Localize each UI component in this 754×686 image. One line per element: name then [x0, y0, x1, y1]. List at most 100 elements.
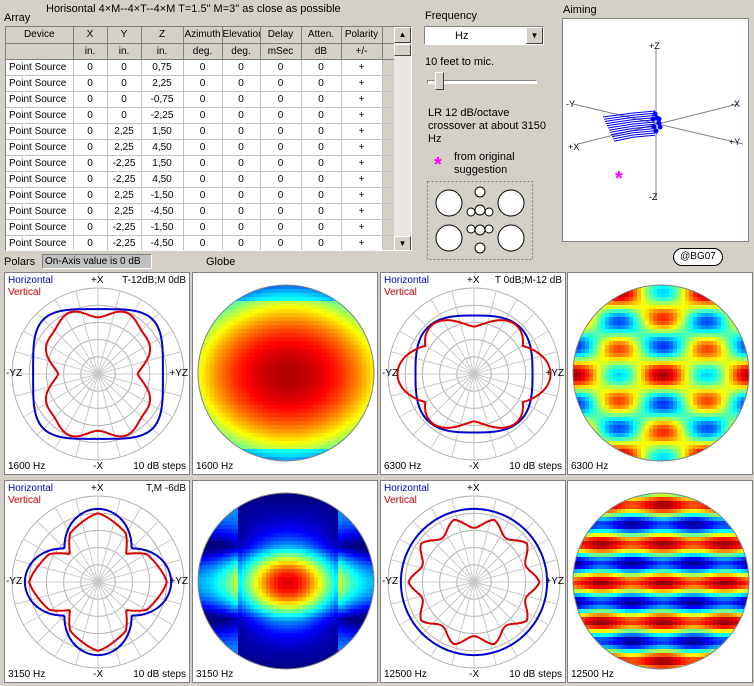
- table-cell[interactable]: Point Source: [6, 203, 74, 220]
- column-header-1[interactable]: X: [73, 27, 108, 44]
- table-cell[interactable]: 2,25: [107, 123, 142, 140]
- table-cell[interactable]: 0: [73, 59, 108, 76]
- table-cell[interactable]: 0: [260, 123, 302, 140]
- table-cell[interactable]: 0: [107, 75, 142, 92]
- table-cell[interactable]: Point Source: [6, 187, 74, 204]
- table-cell[interactable]: 0: [222, 91, 261, 108]
- table-cell[interactable]: 0: [73, 107, 108, 124]
- table-cell[interactable]: 0: [222, 203, 261, 220]
- table-cell[interactable]: 0: [260, 203, 302, 220]
- table-cell[interactable]: 2,25: [141, 75, 184, 92]
- table-cell[interactable]: 0: [260, 91, 302, 108]
- table-cell[interactable]: -2,25: [107, 219, 142, 236]
- table-cell[interactable]: 0: [301, 203, 342, 220]
- table-cell[interactable]: -1,50: [141, 219, 184, 236]
- table-cell[interactable]: 0: [222, 155, 261, 172]
- table-cell[interactable]: 0: [183, 107, 223, 124]
- table-cell[interactable]: 0: [183, 59, 223, 76]
- table-row[interactable]: Point Source 0 0 -2,25 0 0 0 0 +: [6, 107, 397, 124]
- table-cell[interactable]: 0: [301, 91, 342, 108]
- table-cell[interactable]: 0: [73, 139, 108, 156]
- table-cell[interactable]: 0: [183, 91, 223, 108]
- polar-plot-3[interactable]: Horizontal Vertical +X -X -YZ +YZ 12500 Hz 10 d…: [380, 480, 566, 683]
- table-cell[interactable]: 2,25: [107, 203, 142, 220]
- table-cell[interactable]: +: [341, 75, 383, 92]
- table-cell[interactable]: +: [341, 171, 383, 188]
- table-cell[interactable]: 0: [301, 171, 342, 188]
- table-row[interactable]: Point Source 0 2,25 4,50 0 0 0 0 +: [6, 139, 397, 156]
- table-cell[interactable]: 0: [301, 107, 342, 124]
- table-cell[interactable]: -0,75: [141, 91, 184, 108]
- table-cell[interactable]: Point Source: [6, 123, 74, 140]
- table-cell[interactable]: 0: [260, 155, 302, 172]
- polar-plot-1[interactable]: Horizontal Vertical T 0dB;M-12 dB +X -X -YZ +Y…: [380, 272, 566, 475]
- table-row[interactable]: Point Source 0 2,25 -1,50 0 0 0 0 +: [6, 187, 397, 204]
- table-cell[interactable]: +: [341, 107, 383, 124]
- table-cell[interactable]: 0: [183, 123, 223, 140]
- table-cell[interactable]: 0: [260, 171, 302, 188]
- table-cell[interactable]: 0: [183, 187, 223, 204]
- table-cell[interactable]: 0: [73, 187, 108, 204]
- table-cell[interactable]: 0: [222, 59, 261, 76]
- table-cell[interactable]: 0: [183, 235, 223, 250]
- table-cell[interactable]: +: [341, 187, 383, 204]
- table-cell[interactable]: Point Source: [6, 59, 74, 76]
- globe-plot-3[interactable]: 12500 Hz: [567, 480, 753, 683]
- slider-thumb[interactable]: [435, 72, 445, 90]
- table-cell[interactable]: 0: [73, 91, 108, 108]
- table-cell[interactable]: +: [341, 139, 383, 156]
- table-cell[interactable]: Point Source: [6, 139, 74, 156]
- table-cell[interactable]: +: [341, 235, 383, 250]
- frequency-select[interactable]: Hz ▼: [424, 26, 544, 45]
- table-cell[interactable]: 0: [260, 59, 302, 76]
- table-cell[interactable]: -2,25: [141, 107, 184, 124]
- chevron-down-icon[interactable]: ▼: [526, 27, 543, 44]
- table-cell[interactable]: 0,75: [141, 59, 184, 76]
- table-row[interactable]: Point Source 0 2,25 -4,50 0 0 0 0 +: [6, 203, 397, 220]
- column-header-8[interactable]: Polarity: [341, 27, 383, 44]
- polar-plot-2[interactable]: Horizontal Vertical T,M -6dB +X -X -YZ +YZ 3150…: [4, 480, 190, 683]
- polar-plot-0[interactable]: Horizontal Vertical T-12dB;M 0dB +X -X -YZ +YZ…: [4, 272, 190, 475]
- globe-plot-0[interactable]: 1600 Hz: [192, 272, 378, 475]
- table-cell[interactable]: -2,25: [107, 155, 142, 172]
- table-cell[interactable]: 0: [183, 171, 223, 188]
- table-row[interactable]: Point Source 0 -2,25 1,50 0 0 0 0 +: [6, 155, 397, 172]
- table-row[interactable]: Point Source 0 2,25 1,50 0 0 0 0 +: [6, 123, 397, 140]
- table-cell[interactable]: 0: [301, 139, 342, 156]
- table-cell[interactable]: 0: [301, 235, 342, 250]
- table-cell[interactable]: 0: [73, 155, 108, 172]
- table-cell[interactable]: 0: [260, 139, 302, 156]
- table-cell[interactable]: 0: [183, 219, 223, 236]
- column-header-4[interactable]: Azimuth: [183, 27, 223, 44]
- scroll-up-icon[interactable]: ▲: [394, 27, 411, 43]
- table-cell[interactable]: -2,25: [107, 171, 142, 188]
- table-cell[interactable]: 0: [222, 219, 261, 236]
- table-cell[interactable]: -1,50: [141, 187, 184, 204]
- column-header-7[interactable]: Atten.: [301, 27, 342, 44]
- table-cell[interactable]: 0: [301, 187, 342, 204]
- globe-plot-1[interactable]: 6300 Hz: [567, 272, 753, 475]
- table-cell[interactable]: 4,50: [141, 139, 184, 156]
- table-cell[interactable]: +: [341, 155, 383, 172]
- table-cell[interactable]: 0: [73, 75, 108, 92]
- table-cell[interactable]: +: [341, 203, 383, 220]
- table-cell[interactable]: +: [341, 219, 383, 236]
- table-row[interactable]: Point Source 0 0 2,25 0 0 0 0 +: [6, 75, 397, 92]
- column-header-3[interactable]: Z: [141, 27, 184, 44]
- table-cell[interactable]: 1,50: [141, 155, 184, 172]
- table-cell[interactable]: 0: [222, 107, 261, 124]
- table-scrollbar[interactable]: ▲ ▼: [394, 27, 411, 250]
- table-cell[interactable]: 0: [107, 59, 142, 76]
- table-cell[interactable]: 0: [183, 203, 223, 220]
- globe-plot-2[interactable]: 3150 Hz: [192, 480, 378, 683]
- table-cell[interactable]: 0: [301, 155, 342, 172]
- table-row[interactable]: Point Source 0 0 -0,75 0 0 0 0 +: [6, 91, 397, 108]
- table-row[interactable]: Point Source 0 -2,25 -4,50 0 0 0 0 +: [6, 235, 397, 250]
- table-cell[interactable]: 0: [183, 155, 223, 172]
- table-cell[interactable]: 0: [222, 235, 261, 250]
- column-header-6[interactable]: Delay: [260, 27, 302, 44]
- table-cell[interactable]: Point Source: [6, 219, 74, 236]
- table-cell[interactable]: 0: [301, 59, 342, 76]
- table-cell[interactable]: 4,50: [141, 171, 184, 188]
- table-cell[interactable]: -4,50: [141, 235, 184, 250]
